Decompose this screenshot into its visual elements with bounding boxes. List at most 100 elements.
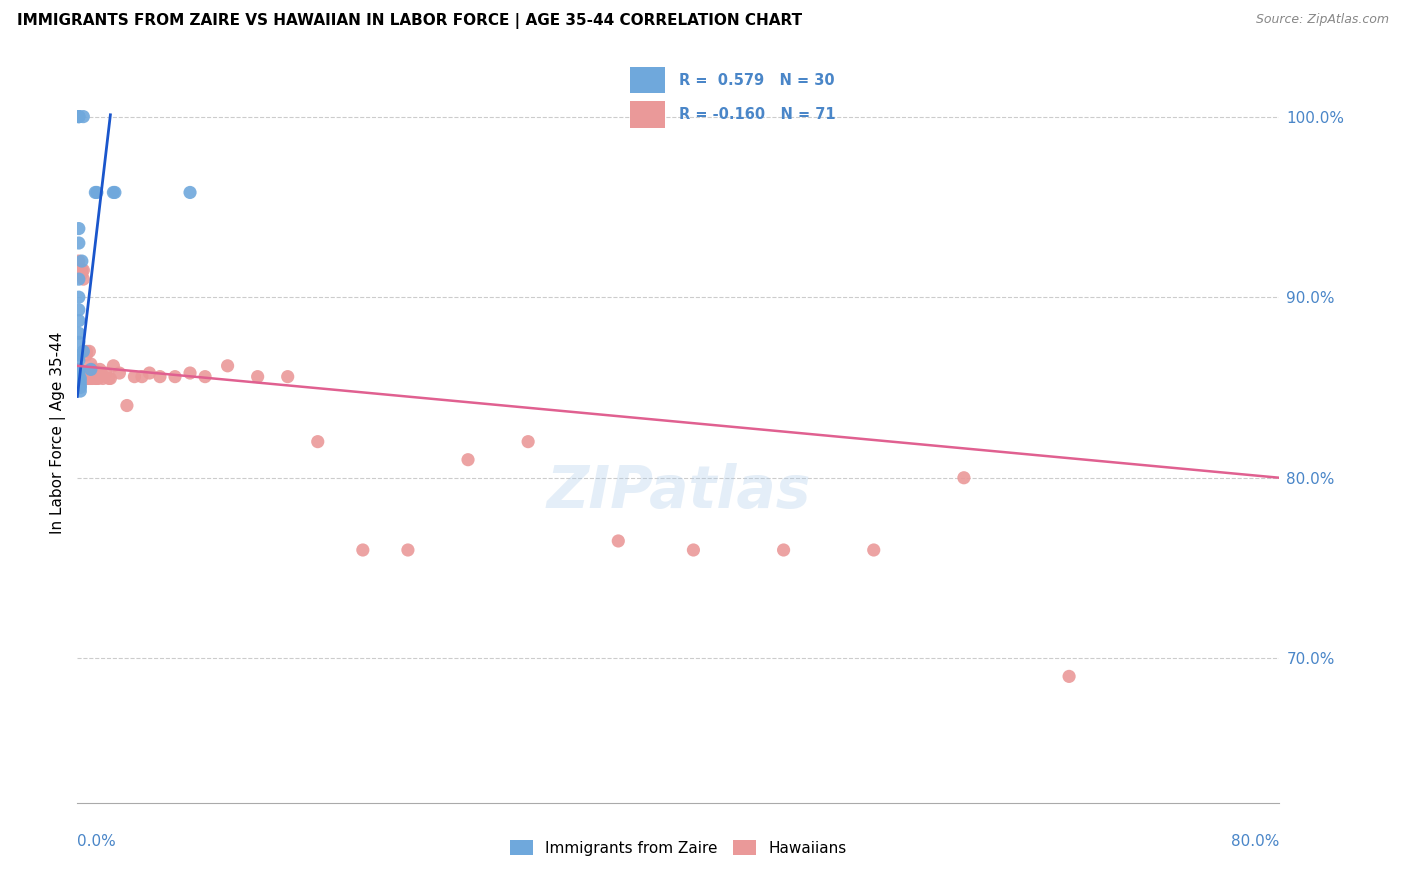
Point bbox=[75, 348, 97, 362]
Point bbox=[94, 366, 117, 380]
Bar bbox=[630, 67, 665, 94]
Point bbox=[75, 371, 97, 385]
Point bbox=[84, 371, 107, 385]
Point bbox=[84, 366, 107, 380]
Point bbox=[517, 434, 540, 449]
Point bbox=[80, 371, 103, 385]
Point bbox=[307, 434, 329, 449]
Point bbox=[83, 366, 105, 380]
Point bbox=[104, 186, 127, 200]
Point bbox=[457, 452, 479, 467]
Point bbox=[97, 371, 120, 385]
Legend: Immigrants from Zaire, Hawaiians: Immigrants from Zaire, Hawaiians bbox=[505, 834, 852, 862]
Point bbox=[67, 371, 90, 385]
Point bbox=[86, 186, 108, 200]
Point bbox=[72, 110, 94, 124]
Point bbox=[69, 375, 91, 389]
Point bbox=[79, 344, 101, 359]
Point bbox=[138, 366, 160, 380]
Point bbox=[70, 254, 93, 268]
Point bbox=[67, 362, 90, 376]
Bar bbox=[630, 102, 665, 128]
Point bbox=[69, 380, 91, 394]
Point bbox=[70, 263, 93, 277]
Point bbox=[67, 353, 90, 368]
Text: 0.0%: 0.0% bbox=[77, 834, 117, 849]
Point bbox=[75, 344, 97, 359]
Point bbox=[67, 348, 90, 362]
Point bbox=[72, 344, 94, 359]
Point bbox=[90, 366, 112, 380]
Point bbox=[103, 186, 125, 200]
Point bbox=[84, 186, 107, 200]
Point bbox=[76, 371, 98, 385]
Point bbox=[70, 371, 93, 385]
Point bbox=[86, 371, 108, 385]
Point bbox=[70, 366, 93, 380]
Point bbox=[76, 371, 98, 385]
Point bbox=[69, 384, 91, 398]
Text: ZIPatlas: ZIPatlas bbox=[546, 463, 811, 520]
Point bbox=[67, 313, 90, 327]
Point bbox=[67, 254, 90, 268]
Point bbox=[67, 371, 90, 385]
Point bbox=[1057, 669, 1080, 683]
Point bbox=[953, 471, 976, 485]
Point bbox=[396, 543, 419, 558]
Point bbox=[131, 369, 153, 384]
Point bbox=[67, 235, 90, 250]
Point bbox=[67, 221, 90, 235]
Point bbox=[72, 371, 94, 385]
Point bbox=[69, 362, 91, 376]
Point bbox=[277, 369, 299, 384]
Text: R = -0.160   N = 71: R = -0.160 N = 71 bbox=[679, 107, 835, 122]
Text: IMMIGRANTS FROM ZAIRE VS HAWAIIAN IN LABOR FORCE | AGE 35-44 CORRELATION CHART: IMMIGRANTS FROM ZAIRE VS HAWAIIAN IN LAB… bbox=[17, 13, 801, 29]
Point bbox=[67, 272, 90, 286]
Point bbox=[67, 369, 90, 384]
Text: R =  0.579   N = 30: R = 0.579 N = 30 bbox=[679, 72, 835, 87]
Point bbox=[69, 371, 91, 385]
Point bbox=[76, 366, 98, 380]
Point bbox=[246, 369, 269, 384]
Point bbox=[73, 371, 96, 385]
Point bbox=[100, 371, 122, 385]
Point bbox=[194, 369, 217, 384]
Point bbox=[89, 362, 111, 376]
Point bbox=[67, 371, 90, 385]
Point bbox=[87, 371, 110, 385]
Point bbox=[67, 366, 90, 380]
Point bbox=[67, 371, 90, 385]
Point bbox=[72, 272, 94, 286]
Point bbox=[67, 110, 90, 124]
Point bbox=[124, 369, 146, 384]
Point bbox=[67, 302, 90, 317]
Point bbox=[352, 543, 374, 558]
Point bbox=[163, 369, 186, 384]
Point bbox=[80, 357, 103, 371]
Point bbox=[103, 359, 125, 373]
Point bbox=[862, 543, 884, 558]
Point bbox=[607, 533, 630, 548]
Point bbox=[149, 369, 172, 384]
Y-axis label: In Labor Force | Age 35-44: In Labor Force | Age 35-44 bbox=[51, 332, 66, 533]
Point bbox=[69, 371, 91, 385]
Point bbox=[67, 263, 90, 277]
Point bbox=[67, 335, 90, 350]
Point bbox=[83, 362, 105, 376]
Point bbox=[67, 371, 90, 385]
Point bbox=[72, 371, 94, 385]
Point bbox=[682, 543, 704, 558]
Point bbox=[67, 110, 90, 124]
Point bbox=[79, 371, 101, 385]
Point bbox=[67, 290, 90, 304]
Point bbox=[115, 399, 138, 413]
Point bbox=[73, 371, 96, 385]
Point bbox=[67, 110, 90, 124]
Point bbox=[108, 366, 131, 380]
Point bbox=[217, 359, 239, 373]
Point bbox=[179, 186, 201, 200]
Point bbox=[82, 371, 104, 385]
Point bbox=[80, 362, 103, 376]
Point bbox=[67, 366, 90, 380]
Point bbox=[67, 326, 90, 341]
